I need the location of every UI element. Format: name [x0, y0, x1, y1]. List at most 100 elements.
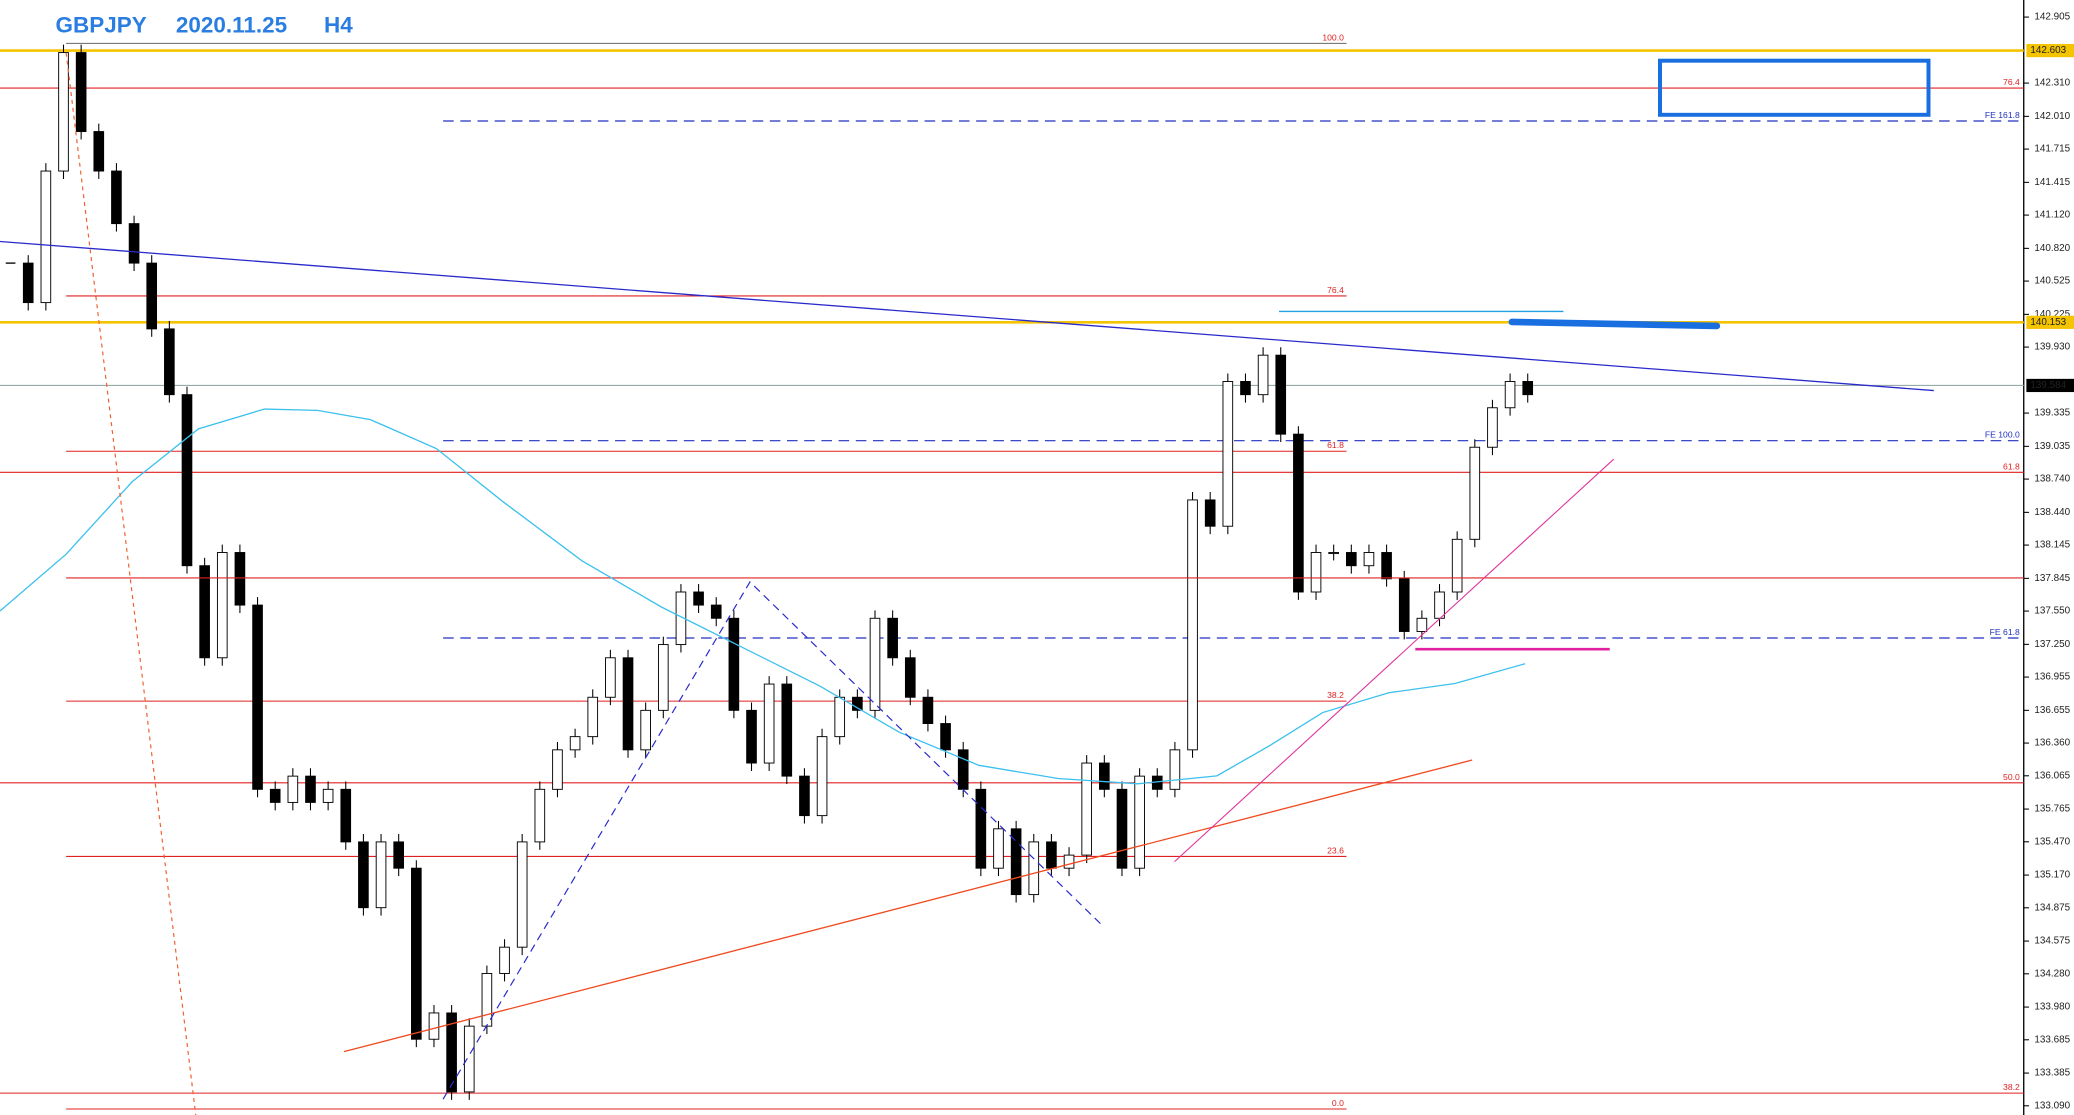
- y-tick-label: 141.715: [2034, 144, 2070, 155]
- fibo-label: 100.0: [1322, 32, 1344, 42]
- candle: [1099, 762, 1110, 790]
- key-level-tag: [2026, 43, 2074, 58]
- candle: [128, 223, 140, 264]
- y-tick-label: 133.090: [2034, 1100, 2070, 1111]
- candle: [146, 262, 158, 330]
- key-level-tag: [2026, 315, 2074, 329]
- candle: [340, 788, 352, 843]
- candle: [1363, 552, 1375, 567]
- candle: [1487, 407, 1498, 448]
- candle: [552, 749, 563, 790]
- symbol: GBPJPY: [56, 12, 147, 37]
- candle: [1222, 381, 1234, 527]
- candle: [181, 394, 193, 567]
- y-tick-label: 133.385: [2034, 1068, 2070, 1079]
- candle: [481, 973, 493, 1027]
- fibo-label: 23.6: [1327, 845, 1344, 855]
- fibo-label: 76.4: [1327, 285, 1344, 295]
- candle: [1187, 499, 1198, 751]
- key-level-label: 140.153: [2030, 317, 2066, 328]
- candle: [922, 696, 934, 725]
- candle: [799, 775, 810, 817]
- candle: [746, 709, 757, 764]
- y-tick-label: 135.170: [2034, 870, 2070, 881]
- candle: [975, 788, 987, 869]
- y-tick-label: 134.875: [2034, 902, 2070, 913]
- candle: [269, 788, 281, 803]
- candle: [234, 552, 246, 606]
- y-tick-label: 137.550: [2034, 606, 2070, 617]
- candle: [58, 52, 69, 172]
- drawings: [0, 52, 2024, 1115]
- y-tick-label: 136.655: [2034, 705, 2070, 716]
- candle: [1504, 381, 1516, 409]
- fibo-label: 61.8: [1327, 440, 1344, 450]
- y-tick-label: 136.065: [2034, 770, 2070, 781]
- candle: [569, 736, 581, 751]
- candle: [463, 1025, 475, 1093]
- candle: [1469, 446, 1481, 540]
- y-tick-label: 133.685: [2034, 1034, 2070, 1045]
- candle: [305, 775, 316, 803]
- candle: [605, 657, 616, 698]
- y-tick-label: 136.360: [2034, 738, 2070, 749]
- y-tick-label: 137.250: [2034, 639, 2070, 650]
- timeframe: H4: [324, 12, 353, 37]
- y-tick-label: 139.930: [2034, 342, 2070, 353]
- zigzag: [442, 580, 1101, 1100]
- fibo-base: [65, 52, 197, 1115]
- candle: [710, 604, 722, 619]
- candle: [93, 131, 105, 172]
- candle: [693, 591, 704, 606]
- candle: [640, 709, 651, 751]
- y-tick-label: 140.525: [2034, 276, 2070, 287]
- fe-label: FE 161.8: [1985, 110, 2020, 120]
- fibo-label: 61.8: [2003, 461, 2020, 471]
- price-tag: [2026, 378, 2074, 393]
- key-level-label: 142.603: [2030, 45, 2066, 56]
- y-tick-label: 139.035: [2034, 441, 2070, 452]
- candle: [164, 328, 175, 396]
- moving-average: [0, 408, 1526, 785]
- candle: [622, 657, 634, 751]
- candle: [1398, 578, 1410, 632]
- candle: [763, 683, 775, 764]
- candle: [1063, 854, 1075, 869]
- y-tick-label: 140.820: [2034, 243, 2070, 254]
- candle: [957, 749, 969, 790]
- candle: [1081, 762, 1093, 856]
- y-tick-label: 141.120: [2034, 210, 2070, 221]
- fe-label: FE 100.0: [1985, 430, 2020, 440]
- candle: [75, 52, 87, 133]
- y-tick-label: 139.335: [2034, 408, 2070, 419]
- candle: [657, 644, 669, 711]
- y-tick-label: 138.145: [2034, 540, 2070, 551]
- y-tick-label: 138.440: [2034, 507, 2070, 518]
- candle: [393, 841, 405, 869]
- candle: [1522, 381, 1534, 396]
- trend-line: [343, 759, 1473, 1053]
- candle: [22, 262, 34, 304]
- candle: [816, 736, 828, 817]
- y-tick-label: 142.010: [2034, 111, 2070, 122]
- fibo-label: 38.2: [2003, 1082, 2020, 1092]
- trend-line: [0, 240, 1934, 392]
- candle: [1204, 499, 1216, 527]
- candle: [1451, 538, 1463, 593]
- y-tick-label: 142.905: [2034, 12, 2070, 23]
- y-tick-label: 134.575: [2034, 936, 2070, 947]
- y-tick-label: 138.740: [2034, 474, 2070, 485]
- y-tick-label: 135.765: [2034, 804, 2070, 815]
- candle: [887, 617, 898, 659]
- fibo-label: 50.0: [2003, 772, 2020, 782]
- candle: [1434, 591, 1445, 619]
- candle: [1257, 354, 1269, 396]
- candle: [1328, 552, 1339, 555]
- candle: [675, 591, 687, 646]
- target-box: [1658, 58, 1931, 117]
- candle: [428, 1012, 440, 1040]
- candle: [852, 696, 863, 711]
- candle: [781, 683, 793, 777]
- candle: [358, 841, 369, 909]
